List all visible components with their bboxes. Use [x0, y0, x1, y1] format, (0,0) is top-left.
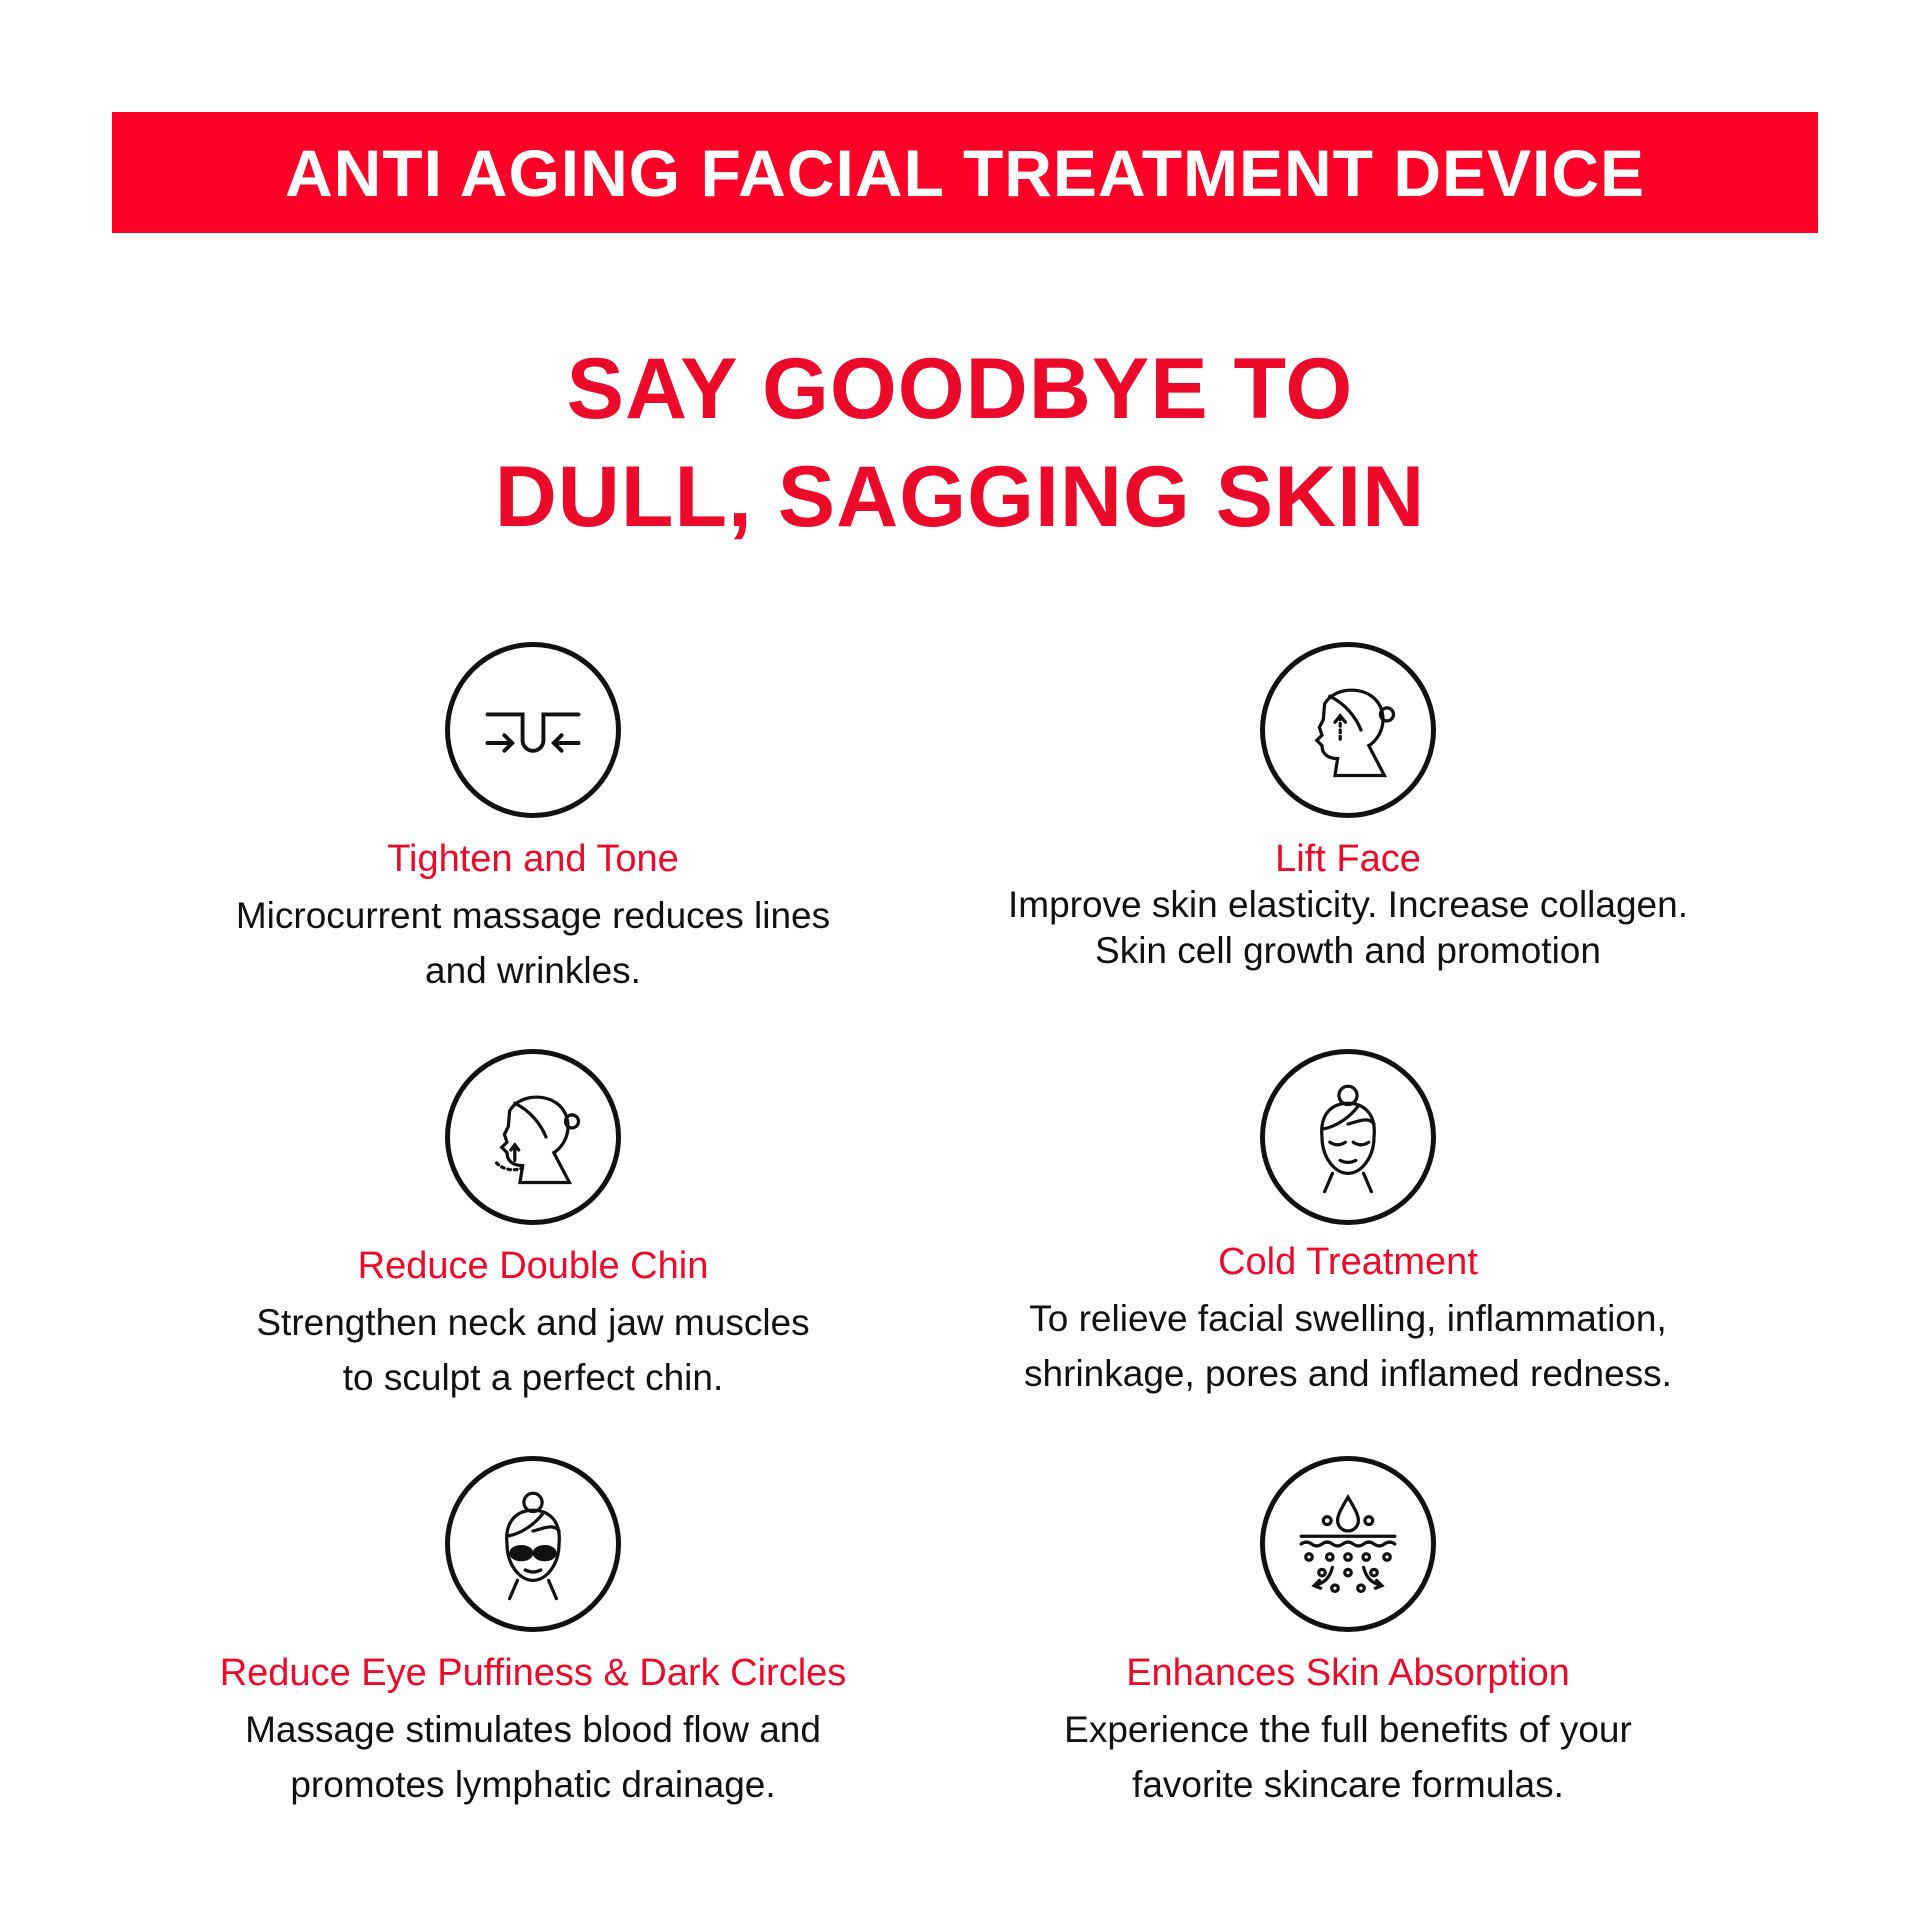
feature-tighten-tone: Tighten and Tone Microcurrent massage re… [133, 642, 933, 998]
feature-title: Cold Treatment [1218, 1241, 1478, 1283]
cold-face-icon [1260, 1049, 1436, 1225]
skin-absorption-icon [1260, 1456, 1436, 1632]
feature-description: Experience the full benefits of your fav… [948, 1702, 1748, 1812]
desc-line: Strengthen neck and jaw muscles [256, 1302, 810, 1343]
double-chin-icon [445, 1049, 621, 1225]
desc-line: shrinkage, pores and inflamed redness. [1024, 1353, 1672, 1394]
feature-cold-treatment: Cold Treatment To relieve facial swellin… [948, 1049, 1748, 1401]
feature-description: Microcurrent massage reduces lines and w… [133, 888, 933, 998]
desc-line: Experience the full benefits of your [1064, 1709, 1632, 1750]
feature-lift-face: Lift Face Improve skin elasticity. Incre… [948, 642, 1748, 974]
headline: SAY GOODBYE TO DULL, SAGGING SKIN [0, 335, 1920, 551]
feature-description: Massage stimulates blood flow and promot… [133, 1702, 933, 1812]
desc-line: Skin cell growth and promotion [1095, 930, 1601, 971]
desc-line: favorite skincare formulas. [1132, 1764, 1564, 1805]
feature-title: Tighten and Tone [387, 838, 679, 880]
feature-skin-absorption: Enhances Skin Absorption Experience the … [948, 1456, 1748, 1812]
eye-patch-icon [445, 1456, 621, 1632]
feature-title: Reduce Eye Puffiness & Dark Circles [219, 1652, 847, 1694]
desc-line: and wrinkles. [425, 950, 641, 991]
top-banner: ANTI AGING FACIAL TREATMENT DEVICE [112, 112, 1818, 233]
desc-line: promotes lymphatic drainage. [290, 1764, 776, 1805]
feature-title: Lift Face [1275, 838, 1421, 880]
feature-description: Improve skin elasticity. Increase collag… [948, 882, 1748, 974]
desc-line: Microcurrent massage reduces lines [235, 895, 831, 936]
feature-description: Strengthen neck and jaw muscles to sculp… [133, 1295, 933, 1405]
feature-eye-puffiness: Reduce Eye Puffiness & Dark Circles Mass… [133, 1456, 933, 1812]
banner-title: ANTI AGING FACIAL TREATMENT DEVICE [284, 135, 1646, 210]
feature-double-chin: Reduce Double Chin Strengthen neck and j… [133, 1049, 933, 1405]
desc-line: Improve skin elasticity. Increase collag… [1007, 884, 1688, 925]
desc-line: Massage stimulates blood flow and [245, 1709, 821, 1750]
feature-description: To relieve facial swelling, inflammation… [948, 1291, 1748, 1401]
headline-line-1: SAY GOODBYE TO [566, 341, 1354, 437]
headline-line-2: DULL, SAGGING SKIN [494, 449, 1426, 545]
feature-title: Reduce Double Chin [357, 1245, 709, 1287]
desc-line: To relieve facial swelling, inflammation… [1029, 1298, 1667, 1339]
pore-tighten-icon [445, 642, 621, 818]
face-lift-icon [1260, 642, 1436, 818]
feature-title: Enhances Skin Absorption [1126, 1652, 1570, 1694]
desc-line: to sculpt a perfect chin. [342, 1357, 724, 1398]
